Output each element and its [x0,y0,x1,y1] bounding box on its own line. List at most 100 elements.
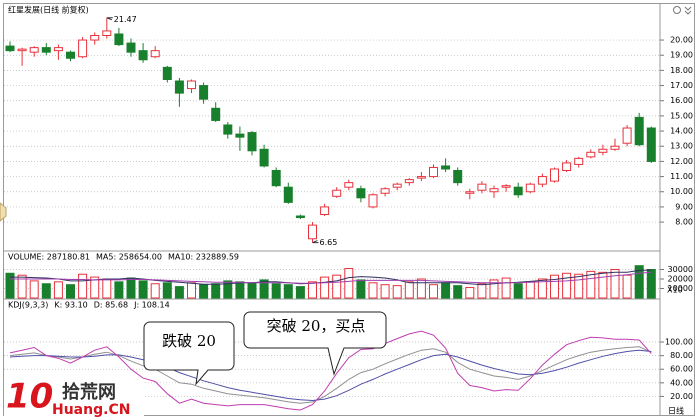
ma-line [10,269,652,286]
legend-entry: D: 85.68 [94,301,128,310]
y-tick-label: 20000 [668,274,693,283]
candle-body [199,85,209,100]
volume-bar [610,268,620,299]
volume-bar [429,284,438,299]
volume-bar [562,272,572,299]
unit-label: X10 [667,286,683,295]
candle-body [537,176,547,185]
candle-body [126,42,136,53]
candle-body [211,107,221,121]
legend-entry: MA5: 258654.00 [96,253,162,262]
chart-title: 红星发展(日线 前复权) [8,5,89,15]
candle-body [610,145,620,150]
callout-text: 突破 20，买点 [267,317,366,335]
candle-body [235,133,245,138]
volume-bar [489,279,499,299]
volume-bar [150,283,160,299]
candle-body [271,170,281,187]
candle-body [138,50,148,61]
volume-bar [235,281,245,299]
candle-body [5,45,15,52]
volume-bar [29,280,39,299]
candle-body [247,132,257,152]
button[interactable] [673,6,681,14]
candle-body [332,189,342,197]
button[interactable] [684,6,692,15]
candle-body [259,148,269,167]
callout-bubble [243,311,387,376]
candle-body [114,33,124,46]
candle-body [283,186,293,203]
candle-body [501,185,511,188]
volume-bar [598,271,608,299]
volume-bar [392,285,402,299]
candle-body [162,66,172,80]
candle-body [41,47,51,53]
y-tick-label: 10000 [668,284,693,293]
callout-bubble [143,321,235,386]
volume-bar [247,282,257,299]
candle-body [78,39,88,58]
volume-bar [162,282,172,299]
volume-bar [5,272,15,299]
volume-bar [634,265,644,299]
volume-bar [441,282,451,299]
kdj-line [9,330,652,411]
volume-bar [41,283,51,299]
volume-bar [586,270,596,299]
high-label: 21.47 [114,15,137,24]
candle-body [646,127,656,162]
volume-bar [380,284,390,299]
candle-body [66,51,75,59]
volume-bar [453,285,463,299]
candle-body [174,80,184,94]
volume-bar [114,281,124,299]
candle-body [223,124,233,135]
y-tick-label: 11.00 [670,172,693,181]
volume-bar [174,286,184,299]
low-label: 6.65 [320,238,338,247]
legend-entry: K: 93.10 [54,301,87,310]
volume-bar [332,274,342,299]
y-tick-label: 19.00 [670,51,693,60]
candle-body [320,206,330,216]
candle-body [634,116,644,146]
candle-body [416,176,426,179]
legend-entry: MA10: 232889.59 [168,253,239,262]
volume-bar [622,274,632,299]
y-tick-label: 60.00 [670,365,693,374]
candle-body [90,34,100,41]
volume-bar [295,286,305,299]
side-handle[interactable] [0,202,7,222]
volume-bar [308,281,317,299]
volume-bar [537,278,547,299]
volume-bar [550,274,559,299]
y-tick-label: 10.00 [670,187,693,196]
volume-bar [525,281,535,299]
volume-bar [465,287,475,299]
y-tick-label: 15.00 [670,111,693,120]
volume-bar [646,268,656,299]
logo-name: 拾荒网 [62,381,116,403]
label-pointer [106,17,113,21]
candle-body [453,170,463,184]
volume-bar [416,278,426,299]
legend-entry: VOLUME: 287180.81 [8,253,90,262]
volume-bar [513,283,523,299]
y-tick-label: 8.00 [675,218,693,227]
candle-body [562,162,572,172]
logo-backdrop [4,380,144,416]
callout: 跌破 20 [143,321,235,386]
y-tick-label: 9.00 [675,202,693,211]
candle-body [380,188,390,194]
y-tick-label: 12.00 [670,157,693,166]
candle-body [102,30,112,36]
y-tick-label: 16.00 [670,96,693,105]
candle-body [513,186,523,196]
volume-bar [368,282,378,299]
callout-text: 跌破 20 [162,332,216,350]
window-buttons[interactable] [673,6,692,15]
volume-bar [404,281,414,299]
candle-body [17,48,27,52]
